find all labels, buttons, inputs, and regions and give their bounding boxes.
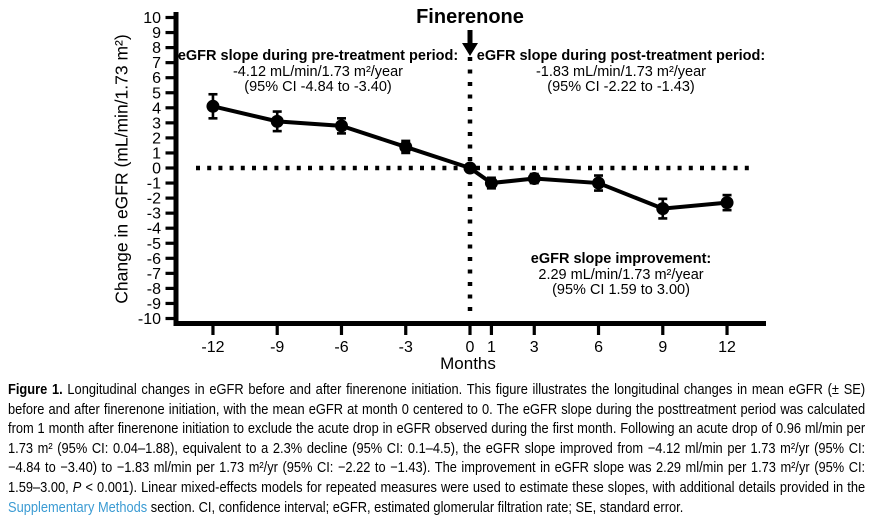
data-point [399, 140, 413, 154]
y-tick-label: 8 [152, 40, 161, 57]
x-tick-label: -12 [201, 339, 224, 356]
y-tick-label: -1 [147, 176, 161, 193]
annotation-post-ci: (95% CI -2.22 to -1.43) [547, 79, 695, 96]
caption-body-2: < 0.001). Linear mixed-effects models fo… [81, 479, 866, 496]
y-tick-label: 7 [152, 55, 161, 72]
data-point [270, 114, 284, 128]
data-point [463, 161, 477, 175]
x-axis-title: Months [440, 354, 496, 373]
event-marker-label: Finerenone [416, 6, 524, 28]
data-point [720, 196, 734, 210]
annotation-post-treatment: eGFR slope during post-treatment period:… [461, 48, 781, 96]
figure-caption: Figure 1. Longitudinal changes in eGFR b… [8, 381, 865, 518]
y-tick-label: 0 [152, 161, 161, 178]
caption-p-symbol: P [72, 479, 82, 496]
x-tick-label: 9 [658, 339, 667, 356]
x-tick-label: 1 [487, 339, 496, 356]
y-tick-label: -3 [147, 206, 161, 223]
x-tick-label: 0 [466, 339, 475, 356]
annotation-post-value: -1.83 mL/min/1.73 m²/year [535, 63, 707, 80]
x-tick-label: 12 [718, 339, 736, 356]
y-tick-label: -10 [138, 311, 161, 328]
y-tick-label: -2 [147, 191, 161, 208]
down-arrow-icon [462, 43, 478, 56]
x-tick-label: -6 [334, 339, 348, 356]
y-tick-label: 1 [152, 145, 161, 162]
caption-figure-label: Figure 1. [8, 382, 63, 398]
annotation-improvement-title: eGFR slope improvement: [530, 251, 712, 267]
x-tick-label: 3 [530, 339, 539, 356]
x-tick-label: 6 [594, 339, 603, 356]
y-tick-label: 10 [143, 10, 161, 27]
annotation-pre-treatment: eGFR slope during pre-treatment period: … [158, 48, 478, 96]
y-tick-label: 3 [152, 115, 161, 132]
y-tick-label: 6 [152, 70, 161, 87]
annotation-post-title: eGFR slope during post-treatment period: [476, 48, 766, 64]
x-tick-label: -9 [270, 339, 284, 356]
y-tick-label: -8 [147, 281, 161, 298]
egfr-series-line [212, 104, 728, 211]
data-point [656, 202, 670, 216]
annotation-pre-value: -4.12 mL/min/1.73 m²/year [232, 63, 404, 80]
egfr-line-chart: -10 -9 -8 -7 -6 -5 -4 -3 -2 -1 0 1 2 3 4 5 6 7 8 9 10 -12 -9 -6… [111, 6, 781, 373]
y-axis-title-text: Change in eGFR (mL/min/1.73 m²) [111, 34, 132, 304]
data-point [484, 176, 498, 190]
caption-body-3: section. CI, confidence interval; eGFR, … [147, 499, 684, 516]
y-tick-label: 4 [152, 100, 161, 117]
data-point [334, 119, 348, 133]
y-tick-label: -6 [147, 251, 161, 268]
y-tick-label: 2 [152, 130, 161, 147]
caption-body-1: Longitudinal changes in eGFR before and … [8, 382, 866, 496]
supplementary-methods-link[interactable]: Supplementary Methods [8, 499, 148, 516]
annotation-improvement-ci: (95% CI 1.59 to 3.00) [552, 282, 690, 299]
y-tick-label: -5 [147, 236, 161, 253]
data-point [206, 99, 220, 113]
data-point [592, 176, 606, 190]
annotation-improvement-value: 2.29 mL/min/1.73 m²/year [538, 266, 704, 283]
annotation-pre-ci: (95% CI -4.84 to -3.40) [244, 79, 392, 96]
annotation-pre-title: eGFR slope during pre-treatment period: [177, 48, 459, 64]
y-tick-label: 9 [152, 25, 161, 42]
data-point [527, 172, 541, 186]
y-tick-label: -4 [147, 221, 161, 238]
y-tick-label: 5 [152, 85, 161, 102]
y-tick-label: -7 [147, 266, 161, 283]
x-tick-label: -3 [399, 339, 413, 356]
annotation-slope-improvement: eGFR slope improvement: 2.29 mL/min/1.73… [461, 251, 781, 299]
y-tick-label: -9 [147, 296, 161, 313]
